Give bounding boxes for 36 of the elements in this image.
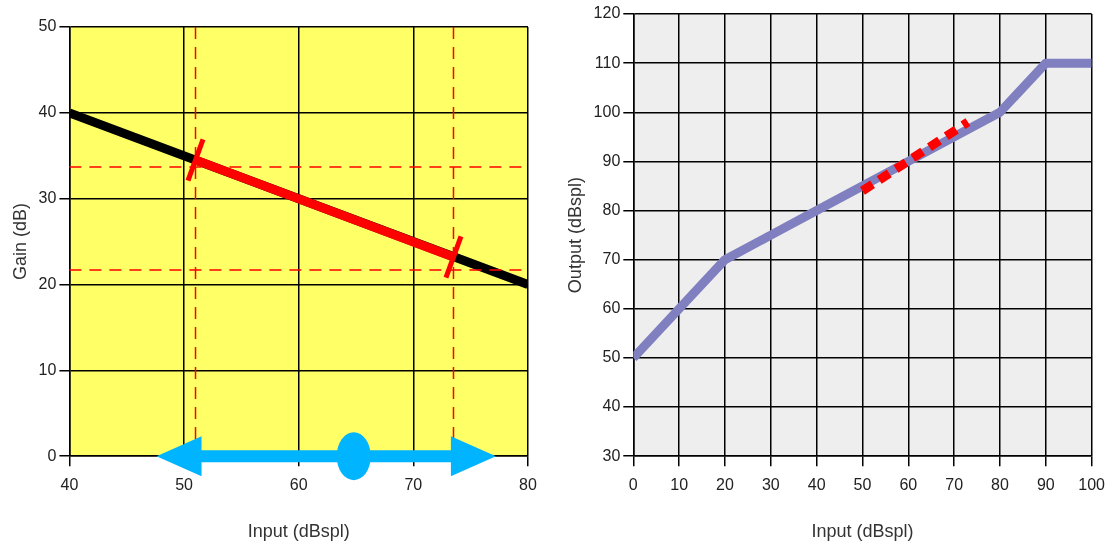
y-tick-label: 40 xyxy=(38,103,57,121)
y-tick-label: 30 xyxy=(38,189,57,207)
x-tick-label: 100 xyxy=(1078,476,1106,494)
y-tick-label: 100 xyxy=(593,102,621,120)
x-tick-label: 80 xyxy=(519,476,537,494)
x-tick-label: 50 xyxy=(175,476,194,494)
x-tick-label: 60 xyxy=(289,476,308,494)
x-axis-title: Input (dBspl) xyxy=(811,521,914,542)
y-tick-label: 0 xyxy=(47,446,57,464)
x-tick-label: 50 xyxy=(853,476,872,494)
y-tick-label: 10 xyxy=(38,360,57,378)
y-axis-title: Gain (dB) xyxy=(9,203,30,281)
y-tick-label: 50 xyxy=(38,17,57,35)
x-tick-label: 60 xyxy=(899,476,918,494)
y-axis-title: Output (dBspl) xyxy=(564,177,585,294)
x-tick-label: 0 xyxy=(628,476,638,494)
x-tick-label: 10 xyxy=(670,476,689,494)
y-tick-label: 90 xyxy=(602,151,621,169)
x-tick-label: 70 xyxy=(404,476,423,494)
x-tick-label: 90 xyxy=(1036,476,1055,494)
y-tick-label: 50 xyxy=(602,348,621,366)
x-axis-title: Input (dBspl) xyxy=(247,521,350,542)
x-tick-label: 40 xyxy=(60,476,79,494)
y-tick-label: 70 xyxy=(602,250,621,268)
y-tick-label: 120 xyxy=(593,4,621,22)
y-tick-label: 40 xyxy=(602,397,621,415)
x-tick-label: 80 xyxy=(991,476,1009,494)
x-tick-label: 70 xyxy=(945,476,964,494)
y-tick-label: 20 xyxy=(38,274,57,292)
y-tick-label: 110 xyxy=(594,53,621,71)
x-tick-label: 30 xyxy=(761,476,780,494)
x-tick-label: 40 xyxy=(807,476,826,494)
x-tick-label: 20 xyxy=(716,476,734,494)
y-tick-label: 80 xyxy=(602,200,621,218)
y-tick-label: 30 xyxy=(602,446,621,464)
y-tick-label: 60 xyxy=(602,299,621,317)
